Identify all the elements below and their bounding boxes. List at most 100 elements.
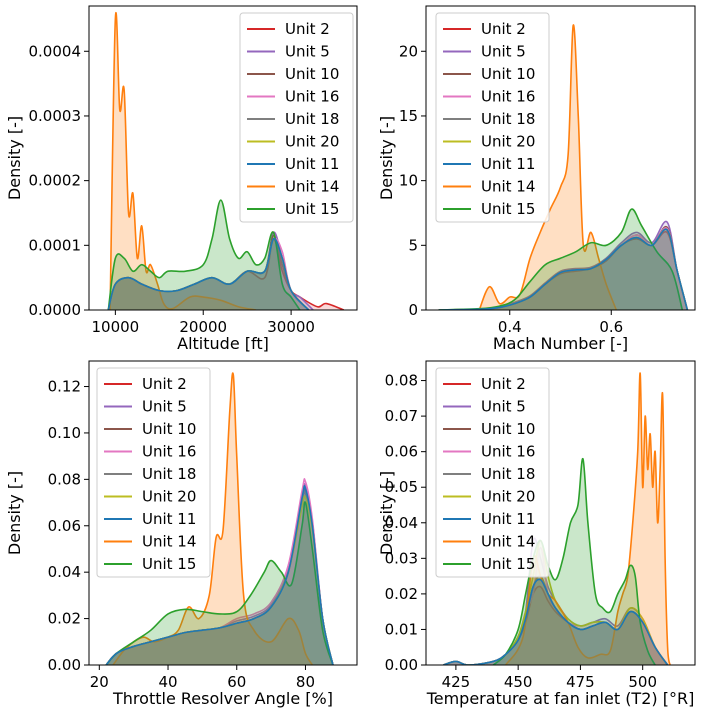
series-area-unit-16 bbox=[106, 478, 333, 665]
legend-label-unit-11: Unit 11 bbox=[481, 510, 535, 528]
legend: Unit 2 Unit 5 Unit 10 Unit 16 Unit 18 Unit 20… bbox=[435, 367, 550, 578]
legend-label-unit-15: Unit 15 bbox=[481, 200, 535, 218]
chart-panel-1: 10000 20000 30000 0.0000 0.0001 0.0002 0.0003 0… bbox=[5, 5, 358, 353]
series-area-unit-20 bbox=[108, 238, 309, 310]
legend-label-unit-5: Unit 5 bbox=[142, 398, 187, 416]
series-line-unit-11 bbox=[105, 485, 334, 665]
x-tick-label: 0.4 bbox=[498, 318, 522, 336]
x-tick-label: 10000 bbox=[92, 318, 140, 336]
chart-panel-4: 425 450 475 500 0.00 0.01 0.02 0.03 0.04 0.05 0.06… bbox=[377, 360, 696, 708]
series-line-unit-15 bbox=[105, 501, 334, 665]
legend-label-unit-18: Unit 18 bbox=[285, 110, 339, 128]
x-tick-label: 20 bbox=[90, 673, 109, 691]
x-tick-label: 425 bbox=[442, 673, 471, 691]
x-tick-label: 60 bbox=[227, 673, 246, 691]
series-area-unit-11 bbox=[106, 485, 333, 665]
legend-label-unit-11: Unit 11 bbox=[285, 155, 339, 173]
legend-label-unit-2: Unit 2 bbox=[285, 20, 330, 38]
series-area-unit-11 bbox=[108, 238, 309, 310]
legend-label-unit-16: Unit 16 bbox=[142, 443, 196, 461]
y-tick-label: 0.0001 bbox=[29, 236, 82, 254]
series-area-unit-10 bbox=[106, 489, 333, 665]
series-area-unit-5 bbox=[108, 232, 314, 310]
series-line-unit-15 bbox=[438, 208, 684, 310]
series-area-unit-18 bbox=[108, 238, 309, 310]
y-tick-label: 0.04 bbox=[48, 563, 81, 581]
series-area-unit-2 bbox=[106, 491, 333, 665]
legend-label-unit-10: Unit 10 bbox=[285, 65, 339, 83]
legend-box bbox=[239, 12, 354, 223]
series-area-unit-18 bbox=[106, 491, 333, 665]
series-line-unit-14 bbox=[112, 372, 314, 665]
y-tick-label: 0.02 bbox=[48, 610, 81, 628]
legend-label-unit-10: Unit 10 bbox=[142, 420, 196, 438]
legend-label-unit-18: Unit 18 bbox=[481, 110, 535, 128]
x-tick-label: 0.6 bbox=[599, 318, 623, 336]
legend-label-unit-5: Unit 5 bbox=[481, 43, 526, 61]
series-line-unit-15 bbox=[107, 199, 301, 310]
y-tick-label: 0.00 bbox=[385, 656, 418, 674]
y-axis-label: Density [-] bbox=[377, 471, 396, 555]
legend-label-unit-16: Unit 16 bbox=[285, 88, 339, 106]
y-tick-label: 15 bbox=[399, 107, 418, 125]
y-axis-label: Density [-] bbox=[5, 471, 24, 555]
legend-label-unit-10: Unit 10 bbox=[481, 420, 535, 438]
x-axis-label: Temperature at fan inlet (T2) [°R] bbox=[426, 689, 695, 708]
series-area-unit-10 bbox=[108, 235, 309, 310]
y-tick-label: 0.0004 bbox=[29, 42, 82, 60]
legend-label-unit-11: Unit 11 bbox=[142, 510, 196, 528]
series-area-unit-14 bbox=[113, 373, 313, 665]
y-axis-label: Density [-] bbox=[377, 116, 396, 200]
y-axis-label: Density [-] bbox=[5, 116, 24, 200]
y-tick-label: 0 bbox=[408, 301, 418, 319]
legend-box bbox=[435, 12, 550, 223]
series-area-unit-2 bbox=[108, 238, 344, 310]
plot-area bbox=[443, 372, 671, 665]
y-tick-label: 0.05 bbox=[385, 478, 418, 496]
x-tick-label: 40 bbox=[158, 673, 177, 691]
plot-area bbox=[107, 12, 345, 310]
legend-label-unit-2: Unit 2 bbox=[142, 375, 187, 393]
y-tick-label: 0.00 bbox=[48, 656, 81, 674]
legend-label-unit-18: Unit 18 bbox=[481, 465, 535, 483]
series-line-unit-14 bbox=[478, 24, 618, 310]
legend-label-unit-14: Unit 14 bbox=[142, 533, 196, 551]
series-area-unit-14 bbox=[110, 12, 256, 310]
series-area-unit-15 bbox=[438, 209, 683, 310]
series-line-unit-11 bbox=[438, 228, 689, 310]
series-area-unit-18 bbox=[443, 575, 668, 665]
plot-area bbox=[105, 372, 334, 665]
series-area-unit-5 bbox=[106, 483, 333, 665]
series-line-unit-14 bbox=[505, 372, 671, 665]
axes-frame bbox=[425, 360, 696, 666]
legend-label-unit-20: Unit 20 bbox=[285, 133, 339, 151]
legend-label-unit-18: Unit 18 bbox=[142, 465, 196, 483]
y-tick-label: 5 bbox=[408, 236, 418, 254]
axes-frame bbox=[88, 360, 358, 666]
chart-panel-2: 0.4 0.6 0 5 10 15 20 Mach Number [-] Density [-]… bbox=[377, 5, 696, 353]
series-area-unit-18 bbox=[438, 229, 688, 310]
series-area-unit-16 bbox=[438, 227, 688, 310]
series-line-unit-14 bbox=[109, 12, 257, 310]
legend-label-unit-15: Unit 15 bbox=[481, 555, 535, 573]
legend-label-unit-2: Unit 2 bbox=[481, 20, 526, 38]
plot-area bbox=[438, 24, 689, 310]
series-area-unit-11 bbox=[438, 229, 688, 310]
x-tick-label: 80 bbox=[296, 673, 315, 691]
legend-box bbox=[96, 367, 211, 578]
x-axis-label: Altitude [ft] bbox=[177, 334, 269, 353]
y-tick-label: 10 bbox=[399, 172, 418, 190]
legend: Unit 2 Unit 5 Unit 10 Unit 16 Unit 18 Unit 20… bbox=[435, 12, 550, 223]
legend-label-unit-14: Unit 14 bbox=[481, 178, 535, 196]
x-tick-label: 30000 bbox=[267, 318, 315, 336]
y-tick-label: 20 bbox=[399, 42, 418, 60]
legend-box bbox=[435, 367, 550, 578]
legend-label-unit-2: Unit 2 bbox=[481, 375, 526, 393]
y-tick-label: 0.0002 bbox=[29, 172, 82, 190]
legend: Unit 2 Unit 5 Unit 10 Unit 16 Unit 18 Unit 20… bbox=[96, 367, 211, 578]
y-tick-label: 0.06 bbox=[385, 443, 418, 461]
series-area-unit-20 bbox=[106, 495, 333, 665]
series-area-unit-15 bbox=[493, 458, 656, 665]
y-tick-label: 0.08 bbox=[48, 470, 81, 488]
series-area-unit-15 bbox=[108, 200, 300, 310]
